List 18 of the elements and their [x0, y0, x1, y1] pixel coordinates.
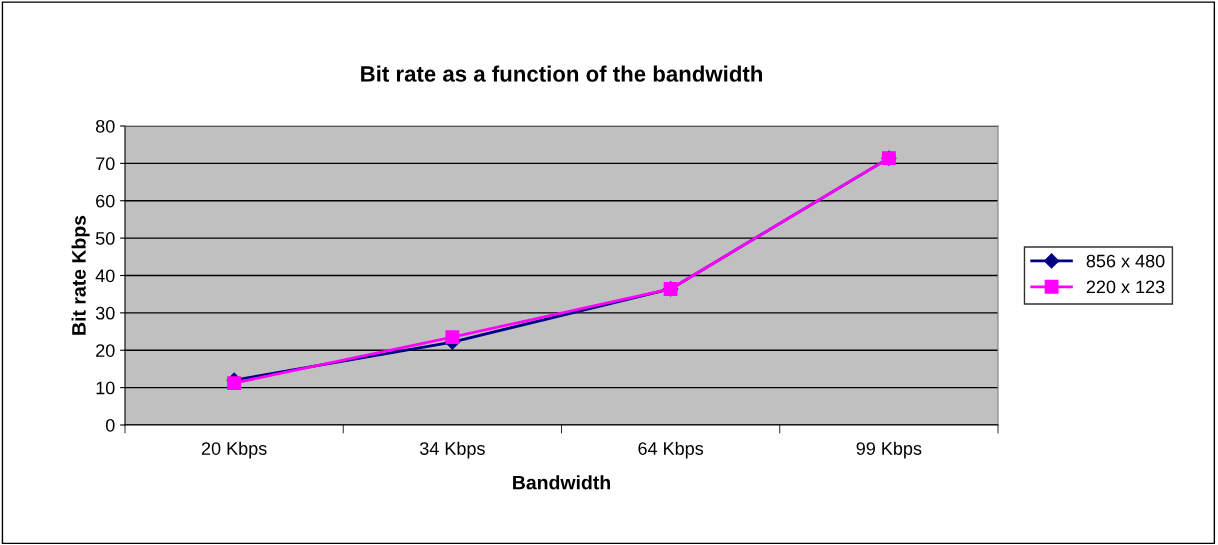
y-tick-label: 30 [95, 306, 115, 320]
y-tick-label: 0 [105, 418, 115, 432]
x-axis-title: Bandwidth [513, 475, 610, 490]
legend-label: 856 x 480 [1086, 254, 1165, 268]
x-tick-label: 99 Kbps [856, 441, 922, 459]
y-tick-label: 10 [96, 381, 115, 395]
y-tick-label: 50 [95, 232, 115, 245]
y-tick-label: 60 [96, 194, 115, 208]
y-tick-label: 20 [96, 344, 115, 357]
legend-label: 220 x 123 [1086, 280, 1165, 294]
x-tick-label: 64 Kbps [638, 441, 704, 459]
chart-title: Bit rate as a function of the bandwidth [361, 65, 762, 82]
y-tick-label: 70 [96, 157, 115, 171]
y-tick-label: 40 [95, 269, 115, 283]
x-tick-label: 20 Kbps [201, 441, 267, 459]
y-axis-title: Bit rate Kbps [71, 215, 90, 335]
x-tick-label: 34 Kbps [419, 441, 485, 459]
y-tick-label: 80 [95, 119, 115, 133]
